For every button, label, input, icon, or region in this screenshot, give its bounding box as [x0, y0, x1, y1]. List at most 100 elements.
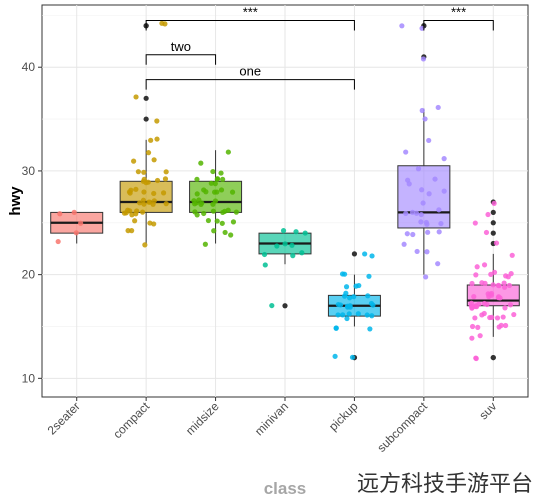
- data-point: [222, 229, 228, 236]
- data-point: [218, 187, 225, 193]
- data-point: [469, 323, 476, 330]
- data-point: [349, 354, 356, 360]
- data-point: [475, 324, 481, 330]
- data-point: [507, 302, 514, 308]
- data-point: [472, 315, 478, 321]
- data-point: [261, 251, 268, 258]
- data-point: [203, 189, 209, 195]
- data-point: [426, 191, 432, 197]
- box-compact: [119, 23, 173, 244]
- data-point: [205, 217, 212, 224]
- data-point: [341, 271, 348, 277]
- data-point: [289, 242, 295, 248]
- data-point: [302, 230, 308, 236]
- data-point: [424, 221, 430, 227]
- bracket-line: [145, 54, 217, 65]
- data-point: [192, 209, 198, 215]
- data-point: [435, 261, 441, 267]
- data-point: [230, 219, 237, 225]
- data-point: [131, 158, 137, 164]
- data-point: [269, 302, 275, 309]
- data-point: [399, 23, 405, 29]
- data-point: [133, 186, 139, 192]
- data-point: [413, 210, 420, 216]
- data-point: [344, 315, 350, 322]
- data-point: [145, 179, 151, 185]
- data-point: [210, 201, 216, 207]
- x-axis-title: class: [264, 479, 307, 498]
- bracket-line: [145, 79, 355, 90]
- data-point: [154, 118, 160, 124]
- data-point: [290, 253, 296, 259]
- x-tick-label: minivan: [252, 399, 291, 438]
- data-point: [162, 176, 169, 182]
- data-point: [332, 353, 338, 359]
- x-tick-label: compact: [110, 399, 152, 441]
- data-point: [220, 209, 226, 216]
- data-point: [73, 230, 79, 236]
- data-point: [214, 218, 220, 224]
- data-point: [468, 300, 475, 306]
- data-point: [274, 243, 280, 249]
- data-point: [469, 335, 475, 341]
- data-point: [212, 181, 218, 187]
- bracket-line: [423, 20, 494, 31]
- data-point: [424, 249, 430, 255]
- data-point: [133, 211, 139, 217]
- data-point: [369, 313, 375, 319]
- data-point: [420, 56, 427, 62]
- data-point: [353, 283, 359, 289]
- bracket: ***: [145, 5, 355, 31]
- data-point: [422, 116, 428, 122]
- data-point: [208, 180, 214, 186]
- data-point: [351, 294, 357, 300]
- data-point: [503, 322, 509, 329]
- data-point: [132, 218, 138, 224]
- data-point: [346, 295, 353, 301]
- data-point: [435, 104, 441, 111]
- data-point: [403, 149, 409, 155]
- y-tick-label: 10: [22, 371, 36, 385]
- data-point: [262, 262, 268, 268]
- outlier-point: [490, 354, 496, 361]
- data-point: [414, 248, 420, 255]
- data-point: [355, 311, 361, 317]
- data-point: [469, 305, 475, 311]
- data-point: [218, 170, 224, 176]
- watermark-text: 远方科技手游平台: [357, 472, 533, 497]
- x-tick-label: 2seater: [45, 399, 83, 437]
- data-point: [403, 210, 409, 217]
- data-point: [141, 201, 147, 207]
- data-point: [125, 228, 131, 234]
- data-point: [196, 197, 202, 203]
- data-point: [406, 181, 412, 187]
- data-point: [485, 211, 491, 218]
- data-point: [57, 211, 63, 217]
- data-point: [127, 190, 133, 196]
- data-point: [335, 301, 341, 308]
- data-point: [423, 274, 429, 280]
- data-point: [141, 189, 147, 195]
- data-point: [419, 107, 425, 114]
- data-point: [219, 220, 225, 226]
- data-point: [479, 280, 485, 286]
- data-point: [495, 282, 501, 288]
- data-point: [210, 208, 217, 214]
- outlier-point: [143, 116, 149, 122]
- data-point: [441, 156, 447, 162]
- data-point: [163, 201, 169, 207]
- data-point: [145, 150, 152, 156]
- data-point: [198, 160, 204, 166]
- bracket-line: [145, 20, 355, 31]
- data-point: [365, 293, 371, 299]
- data-point: [340, 312, 346, 318]
- y-tick-label: 20: [22, 268, 36, 282]
- data-point: [438, 220, 444, 227]
- bracket: one: [145, 64, 355, 90]
- data-point: [419, 187, 425, 193]
- data-point: [333, 325, 339, 331]
- data-point: [419, 25, 425, 31]
- data-point: [472, 220, 478, 226]
- data-point: [509, 252, 515, 258]
